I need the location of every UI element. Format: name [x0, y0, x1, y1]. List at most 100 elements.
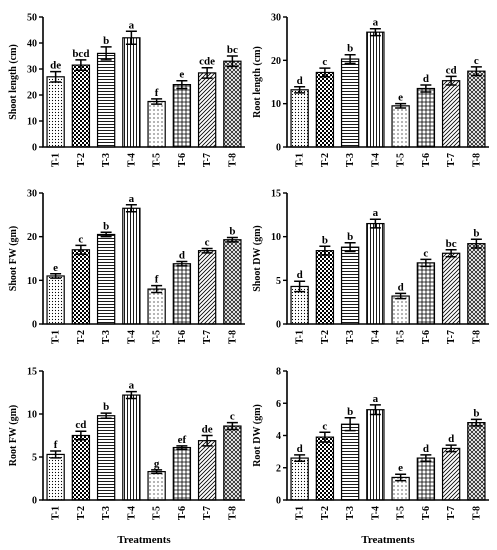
significance-letter-shoot-length-T-2: bcd [72, 48, 89, 60]
significance-letter-shoot-dw-T-7: bc [446, 238, 457, 250]
significance-letter-root-length-T-4: a [373, 17, 379, 29]
y-tick-label-shoot-length-50: 50 [27, 13, 37, 24]
bar-shoot-fw-T-4 [122, 207, 141, 325]
x-tick-label-root-dw-T-2: T-2 [320, 506, 331, 520]
x-tick-label-root-length-T-8: T-8 [471, 153, 482, 167]
significance-letter-shoot-dw-T-2: b [322, 234, 328, 246]
error-bar-root-dw-T-3 [344, 417, 356, 432]
x-tick-label-shoot-dw-T-7: T-7 [446, 330, 457, 344]
x-tick-label-root-length-T-4: T-4 [370, 153, 381, 167]
error-bar-root-fw-T-8 [226, 421, 238, 431]
error-bar-root-fw-T-5 [151, 469, 163, 475]
error-bar-root-length-T-3 [344, 53, 356, 65]
significance-letter-root-dw-T-2: c [322, 420, 327, 432]
x-tick-label-shoot-length-T-3: T-3 [101, 153, 112, 167]
error-bar-root-dw-T-5 [395, 473, 407, 482]
x-tick-label-shoot-fw-T-1: T-1 [51, 330, 62, 344]
x-tick-label-shoot-dw-T-1: T-1 [295, 330, 306, 344]
y-tick-label-root-dw-8: 8 [276, 367, 281, 378]
bar-shoot-fw-T-5 [147, 288, 166, 325]
significance-letter-root-fw-T-7: de [202, 424, 213, 436]
significance-letter-root-length-T-6: d [423, 73, 429, 85]
error-bar-shoot-dw-T-1 [294, 280, 306, 293]
bar-shoot-length-T-4 [122, 37, 141, 148]
bar-shoot-length-T-5 [147, 100, 166, 148]
y-tick-label-shoot-length-0: 0 [32, 143, 37, 154]
error-bar-shoot-dw-T-4 [369, 218, 381, 229]
y-axis-label-root-fw: Root FW (gm) [8, 405, 19, 466]
significance-letter-shoot-fw-T-5: f [155, 274, 159, 286]
error-bar-shoot-fw-T-1 [50, 273, 62, 279]
significance-letter-shoot-length-T-6: e [179, 69, 184, 81]
error-bar-shoot-fw-T-4 [125, 204, 137, 213]
bar-root-length-T-8 [467, 70, 486, 148]
significance-letter-root-length-T-3: b [347, 43, 353, 55]
significance-letter-root-length-T-1: d [297, 75, 303, 87]
error-bar-root-length-T-2 [319, 67, 331, 78]
error-bar-root-length-T-4 [369, 27, 381, 37]
error-bar-shoot-fw-T-6 [176, 260, 188, 267]
y-tick-label-shoot-fw-0: 0 [32, 320, 37, 331]
error-bar-root-length-T-5 [395, 102, 407, 109]
chart-panel-shoot-length: de T-1 bcd T-2 b T-3 a T-4 f T-5 e T-6 cde T-7 bc T-8 0 1… [8, 13, 245, 167]
significance-letter-root-fw-T-8: c [230, 411, 235, 423]
bar-shoot-length-T-2 [71, 64, 91, 148]
bar-shoot-length-T-3 [96, 52, 116, 148]
significance-letter-shoot-dw-T-6: c [423, 247, 428, 259]
error-bar-root-fw-T-4 [125, 390, 137, 400]
bar-shoot-dw-T-3 [340, 246, 360, 325]
x-tick-label-shoot-fw-T-2: T-2 [76, 330, 87, 344]
error-bar-shoot-fw-T-2 [75, 244, 87, 255]
error-bar-shoot-length-T-2 [75, 59, 87, 72]
bar-root-fw-T-8 [223, 425, 242, 501]
x-tick-label-root-fw-T-7: T-7 [202, 506, 213, 520]
y-axis-label-shoot-dw: Shoot DW (gm) [252, 225, 263, 291]
x-tick-label-shoot-dw-T-8: T-8 [471, 330, 482, 344]
significance-letter-shoot-length-T-4: a [129, 19, 135, 31]
significance-letter-shoot-length-T-7: cde [199, 56, 215, 68]
x-tick-label-root-length-T-5: T-5 [396, 153, 407, 167]
y-tick-label-root-dw-0: 0 [276, 496, 281, 507]
significance-letter-shoot-fw-T-7: c [205, 236, 210, 248]
x-tick-label-shoot-dw-T-3: T-3 [345, 330, 356, 344]
significance-letter-shoot-length-T-3: b [103, 35, 109, 47]
error-bar-root-dw-T-2 [319, 431, 331, 443]
y-tick-label-shoot-fw-10: 10 [27, 276, 37, 287]
x-tick-label-root-fw-T-4: T-4 [126, 506, 137, 520]
y-axis-label-shoot-length: Shoot length (cm) [8, 44, 19, 120]
error-bar-shoot-dw-T-8 [470, 238, 482, 249]
x-tick-label-root-fw-T-2: T-2 [76, 506, 87, 520]
error-bar-shoot-dw-T-7 [445, 249, 457, 258]
significance-letter-root-length-T-8: c [474, 55, 479, 67]
error-bar-root-dw-T-4 [369, 404, 381, 416]
error-bar-root-fw-T-1 [50, 450, 62, 459]
chart-panel-root-dw: d T-1 c T-2 b T-3 a T-4 e T-5 d T-6 d T-7 b T-8 0 2 4 6 8 Roo… [252, 367, 489, 546]
y-tick-label-root-dw-4: 4 [276, 431, 281, 442]
y-tick-label-root-length-20: 20 [271, 56, 281, 67]
x-tick-label-root-dw-T-6: T-6 [421, 506, 432, 520]
significance-letter-shoot-fw-T-8: b [229, 226, 235, 238]
x-tick-label-root-dw-T-7: T-7 [446, 506, 457, 520]
error-bar-root-dw-T-7 [445, 444, 457, 453]
significance-letter-root-fw-T-3: b [103, 401, 109, 413]
significance-letter-shoot-length-T-1: de [50, 60, 61, 72]
bar-root-length-T-6 [416, 87, 436, 148]
significance-letter-root-length-T-2: c [322, 56, 327, 68]
y-tick-label-shoot-length-40: 40 [27, 39, 37, 50]
error-bar-shoot-length-T-4 [125, 30, 137, 46]
y-axis-label-shoot-fw: Shoot FW (gm) [8, 226, 19, 291]
y-tick-label-root-fw-10: 10 [27, 410, 37, 421]
error-bar-shoot-dw-T-2 [319, 245, 331, 256]
significance-letter-root-fw-T-1: f [54, 439, 58, 451]
bar-shoot-dw-T-2 [315, 250, 335, 325]
x-tick-label-root-dw-T-3: T-3 [345, 506, 356, 520]
significance-letter-root-fw-T-4: a [129, 380, 135, 392]
y-tick-label-shoot-dw-10: 10 [271, 232, 281, 243]
significance-letter-root-length-T-5: e [398, 92, 403, 104]
y-tick-label-root-dw-6: 6 [276, 399, 281, 410]
error-bar-shoot-fw-T-8 [226, 236, 238, 243]
y-tick-label-shoot-fw-20: 20 [27, 232, 37, 243]
y-axis-label-root-length: Root length (cm) [252, 46, 263, 118]
bar-root-fw-T-1 [46, 453, 65, 501]
y-tick-label-root-length-0: 0 [276, 143, 281, 154]
